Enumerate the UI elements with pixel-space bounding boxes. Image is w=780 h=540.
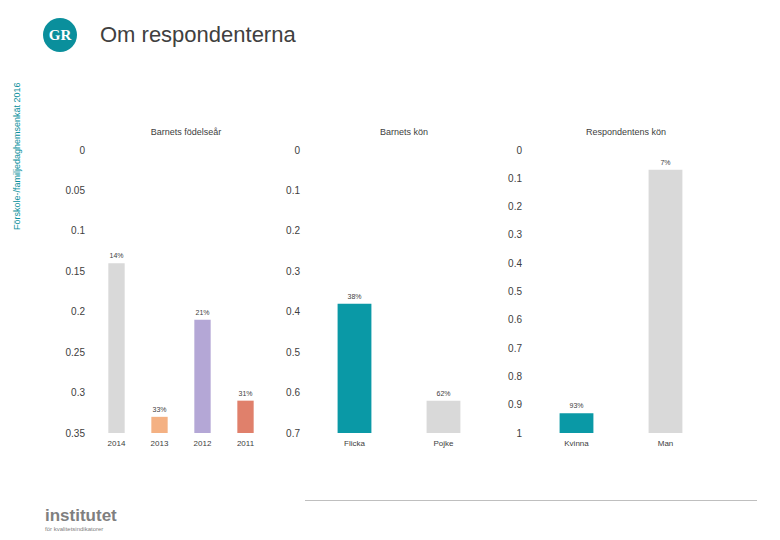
svg-text:0.2: 0.2: [508, 201, 522, 212]
svg-text:2014: 2014: [108, 439, 126, 448]
svg-text:93%: 93%: [569, 402, 583, 409]
svg-text:0.6: 0.6: [508, 314, 522, 325]
html-text:institutet: institutet: [45, 506, 117, 525]
svg-text:0.8: 0.8: [508, 371, 522, 382]
svg-text:21%: 21%: [195, 309, 209, 316]
svg-text:0.6: 0.6: [286, 387, 300, 398]
svg-text:0.1: 0.1: [71, 225, 85, 236]
svg-text:0.05: 0.05: [66, 185, 86, 196]
svg-text:Pojke: Pojke: [433, 439, 454, 448]
svg-text:0.5: 0.5: [508, 286, 522, 297]
html-text:Förskole-/familjedaghemsenkät: Förskole-/familjedaghemsenkät 2016: [12, 82, 22, 230]
svg-text:0.1: 0.1: [508, 173, 522, 184]
svg-text:0.4: 0.4: [286, 306, 300, 317]
svg-text:31%: 31%: [238, 390, 252, 397]
svg-text:0.15: 0.15: [66, 266, 86, 277]
svg-text:0.3: 0.3: [508, 229, 522, 240]
svg-text:Flicka: Flicka: [344, 439, 365, 448]
svg-text:0: 0: [516, 145, 522, 156]
svg-text:2013: 2013: [151, 439, 169, 448]
svg-text:1: 1: [516, 428, 522, 439]
svg-text:0.2: 0.2: [286, 225, 300, 236]
svg-text:Kvinna: Kvinna: [564, 439, 589, 448]
html-text:Om respondenterna: Om respondenterna: [100, 22, 296, 47]
svg-text:0.7: 0.7: [286, 428, 300, 439]
svg-text:38%: 38%: [347, 293, 361, 300]
svg-text:Respondentens kön: Respondentens kön: [586, 127, 666, 137]
svg-text:Barnets födelseår: Barnets födelseår: [151, 127, 222, 137]
svg-text:0: 0: [294, 145, 300, 156]
svg-text:2011: 2011: [237, 439, 255, 448]
svg-text:0.2: 0.2: [71, 306, 85, 317]
svg-text:7%: 7%: [660, 159, 670, 166]
svg-text:2012: 2012: [194, 439, 212, 448]
svg-text:33%: 33%: [152, 406, 166, 413]
svg-text:0.3: 0.3: [286, 266, 300, 277]
svg-text:Man: Man: [658, 439, 674, 448]
svg-text:0.4: 0.4: [508, 258, 522, 269]
svg-text:Barnets kön: Barnets kön: [380, 127, 428, 137]
svg-text:0.5: 0.5: [286, 347, 300, 358]
svg-text:0.9: 0.9: [508, 399, 522, 410]
svg-text:62%: 62%: [436, 390, 450, 397]
svg-text:0.1: 0.1: [286, 185, 300, 196]
html-text:för kvalitetsindikatorer: för kvalitetsindikatorer: [45, 526, 104, 532]
svg-text:14%: 14%: [109, 252, 123, 259]
svg-text:0.3: 0.3: [71, 387, 85, 398]
svg-text:0.7: 0.7: [508, 343, 522, 354]
html-text:GR: GR: [48, 27, 72, 43]
svg-text:0: 0: [79, 145, 85, 156]
svg-text:0.35: 0.35: [66, 428, 86, 439]
svg-text:0.25: 0.25: [66, 347, 86, 358]
